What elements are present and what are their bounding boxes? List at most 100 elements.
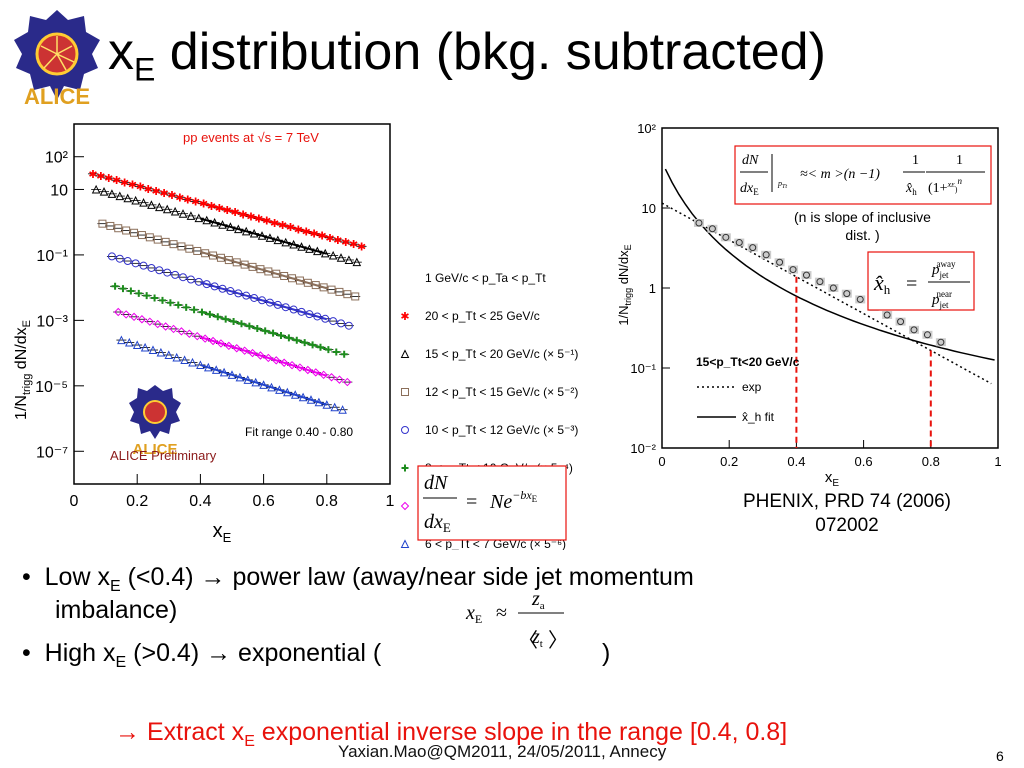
alice-point [162,204,172,214]
phenix-syst-box [841,289,852,298]
alice-point [188,357,197,367]
phenix-syst-box [693,218,704,227]
phenix-point [749,244,757,252]
alice-ylabel: 1/Ntrigg dN/dxE [13,320,33,420]
alice-point [131,259,140,268]
alice-series-3 [106,252,354,330]
alice-point [328,250,338,260]
alice-point [123,193,133,203]
alice-point: ✱ [88,169,97,181]
phenix-ytick-label: 10² [637,121,656,136]
phenix-xtick-label: 1 [994,454,1001,469]
alice-fit-line [200,250,328,290]
alice-point [139,198,148,207]
phenix-bin-label: 15<p_Tt<20 GeV/c [696,355,800,369]
alice-point [119,285,127,293]
phenix-formula-box: dN dxE pTt ≈< m >(n −1) 1 x̂h 1 (1+xE)n [734,145,992,205]
alice-point [186,211,196,220]
phenix-point [722,233,730,241]
alice-point [122,226,131,235]
alice-xtick-label: 0.2 [126,493,148,510]
alice-point [166,299,174,307]
alice-xtick-label: 0 [70,493,79,510]
alice-point [327,373,336,382]
alice-fit-line [200,201,328,238]
phenix-legend: exp x̂_h fit [697,380,775,424]
alice-point: ✱ [136,182,145,194]
alice-point [147,200,156,209]
phenix-xticks: 0 0.2 0.4 0.6 0.8 1 [658,440,1002,469]
bullet-low-xe: • Low xE (<0.4) → power law (away/near s… [22,563,694,595]
alice-frame [73,123,391,485]
title-sub: E [134,51,156,88]
phenix-point [762,251,770,259]
extract-statement: → Extract xE exponential inverse slope i… [115,718,787,751]
phenix-ytick-label: 1 [649,281,656,296]
charts-canvas: pp events at √s = 7 TeV 10²1010⁻¹10⁻³10⁻… [13,121,1002,550]
phenix-curves [661,168,995,448]
alice-point [193,331,202,341]
alice-point: ✱ [104,173,113,185]
alice-legend-marker [400,349,410,358]
alice-point [344,321,353,330]
alice-point [137,315,147,324]
phenix-point [735,239,743,247]
phenix-syst-box [734,238,745,247]
alice-point [170,206,180,216]
alice-legend-marker [400,539,410,548]
alice-point [148,345,158,355]
alice-point [107,252,116,261]
phenix-legend-label: x̂_h fit [742,410,775,424]
alice-series-1 [91,184,362,267]
alice-legend-label: 12 < p_Tt < 15 GeV/c (× 5⁻²) [425,385,578,399]
alice-point [124,337,134,347]
alice-ytick-label: 10 [50,182,68,199]
phenix-syst-box [774,258,785,267]
alice-point [114,224,123,233]
phenix-syst-box [720,233,731,242]
alice-ytick-label: 10² [45,150,69,167]
phenix-syst-box [895,317,906,326]
alice-point [177,242,186,251]
phenix-point [843,290,851,298]
alice-point [329,317,338,326]
alice-point [335,287,344,296]
phenix-syst-box [922,330,933,339]
alice-plot-logo-text: ALICE [133,441,178,458]
phenix-fit-curve [664,168,995,361]
alice-formula: dN dxE = Ne−bxE [424,472,538,537]
alice-point: ✱ [112,175,121,187]
alice-point [139,261,148,270]
alice-point [161,237,170,246]
alice-point [121,310,131,319]
phenix-point [802,271,810,279]
alice-point [123,257,132,266]
alice-point [107,189,117,198]
alice-point [336,253,346,262]
bullet2-a: High x [44,639,116,667]
alice-legend-marker [401,388,409,396]
alice-legend-marker [401,426,409,434]
svg-text:xE ≈ za 〈zt〉: xE ≈ za 〈zt 〉 [465,588,568,652]
bullet1-a: Low x [44,563,110,591]
phenix-xtick-label: 0 [658,454,665,469]
bullet1-cont: imbalance) [55,596,178,624]
alice-point [147,263,156,272]
alice-ytick-label: 10⁻⁷ [36,444,68,461]
alice-series-5 [113,307,353,387]
alice-point [332,348,340,356]
alice-xtick-label: 1 [386,493,395,510]
alice-point [182,303,190,311]
alice-point [132,340,142,350]
xh-formula-box: x̂h = pjetaway pjetnear [867,251,975,311]
phenix-point [776,258,784,266]
alice-series-4 [110,282,350,358]
alice-point [179,273,188,282]
alice-formula-box: dN dxE = Ne−bxE [417,465,567,541]
alice-legend-header: 1 GeV/c < p_Ta < p_Tt [425,271,546,285]
bullet2-sub: E [115,654,127,671]
alice-point [130,228,139,237]
alice-point [352,257,362,267]
alice-xticks: 0 0.2 0.4 0.6 0.8 1 [70,474,395,510]
phenix-xtick-label: 0.6 [855,454,873,469]
